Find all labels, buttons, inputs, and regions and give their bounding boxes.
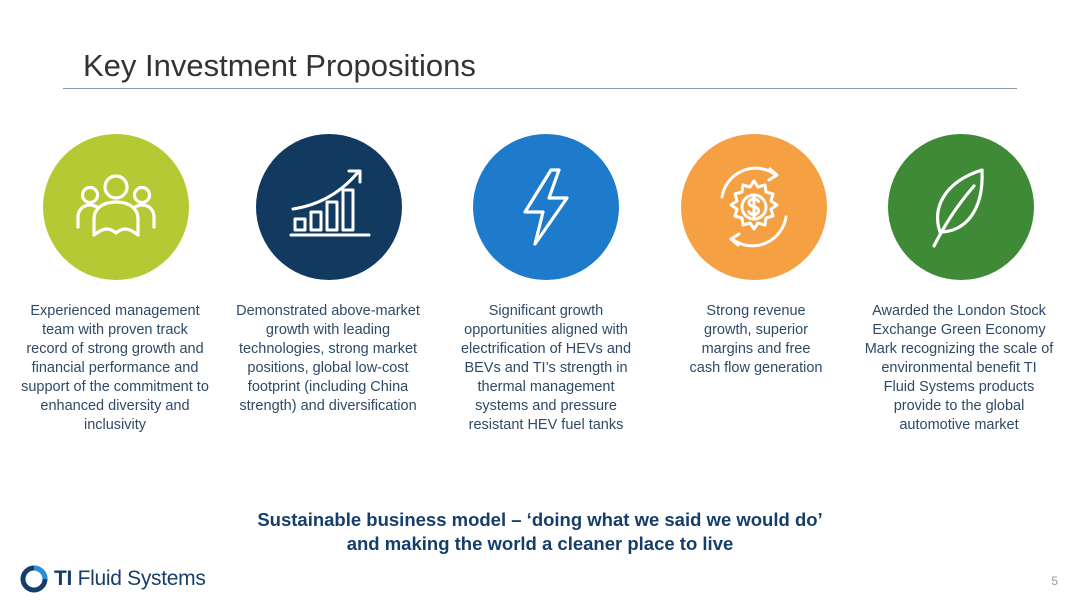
dollar-gear-icon	[681, 134, 827, 280]
growth-chart-icon	[256, 134, 402, 280]
tagline-line-1: Sustainable business model – ‘doing what…	[257, 509, 823, 530]
logo-mark-icon	[20, 565, 48, 593]
company-logo: TI Fluid Systems	[20, 564, 206, 594]
proposition-text-cash-flow: Strong revenue growth, superior margins …	[689, 303, 823, 376]
people-group-icon	[43, 134, 189, 280]
proposition-text-electrification: Significant growth opportunities aligned…	[460, 303, 632, 433]
leaf-icon	[888, 134, 1034, 280]
tagline: Sustainable business model – ‘doing what…	[140, 508, 940, 556]
logo-text-bold: TI	[54, 567, 73, 590]
page-title: Key Investment Propositions	[83, 48, 476, 83]
title-divider	[63, 88, 1017, 89]
proposition-text-management: Experienced management team with proven …	[21, 303, 209, 433]
proposition-text-growth: Demonstrated above-market growth with le…	[236, 303, 420, 414]
lightning-bolt-icon	[473, 134, 619, 280]
page-number: 5	[1051, 574, 1058, 588]
logo-text-rest: Fluid Systems	[72, 567, 206, 590]
tagline-line-2: and making the world a cleaner place to …	[346, 533, 734, 554]
proposition-text-green-mark: Awarded the London Stock Exchange Green …	[864, 303, 1054, 433]
